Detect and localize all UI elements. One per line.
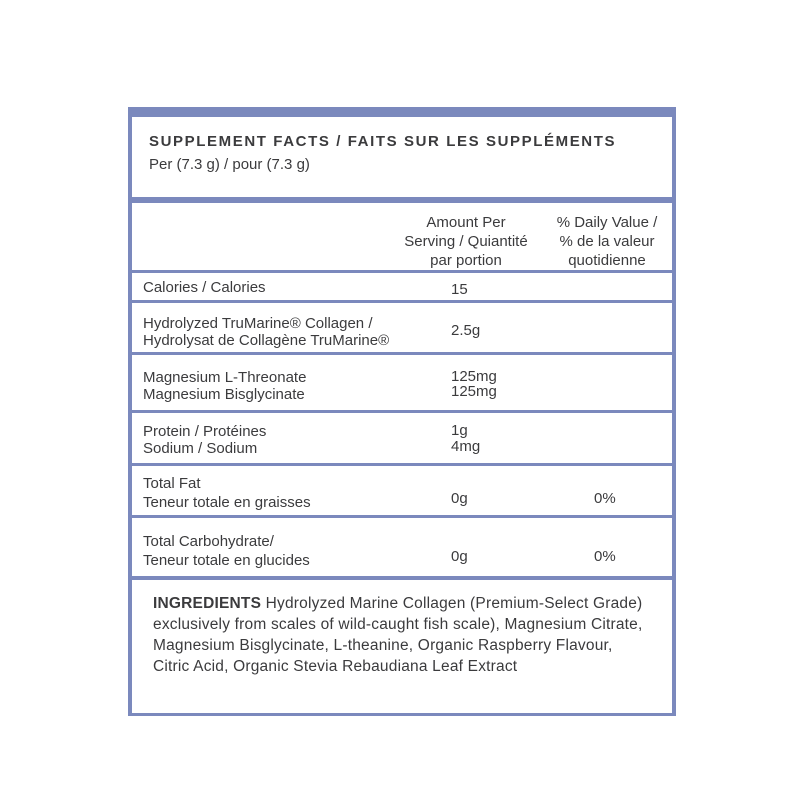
ingredients-label: INGREDIENTS (153, 595, 262, 612)
header-line: % de la valeur (559, 233, 655, 250)
daily-value: 0% (594, 548, 616, 565)
divider (132, 463, 672, 466)
name-line: Hydrolysat de Collagène TruMarine® (143, 332, 390, 349)
nutrient-name: Protein / Protéines Sodium / Sodium (143, 423, 266, 457)
nutrient-name: Total Fat Teneur totale en graisses (143, 474, 311, 512)
divider (132, 352, 672, 355)
name-line: Total Fat (143, 475, 201, 492)
name-line: Magnesium L-Threonate (143, 369, 307, 386)
amount-column-header: Amount Per Serving / Quiantité par porti… (382, 213, 550, 270)
header-line: quotidienne (568, 252, 646, 269)
panel-title: SUPPLEMENT FACTS / FAITS SUR LES SUPPLÉM… (149, 133, 617, 150)
nutrient-amount: 2.5g (451, 322, 481, 339)
nutrient-name: Hydrolyzed TruMarine® Collagen / Hydrolys… (143, 315, 389, 349)
divider (132, 197, 672, 203)
amount-line: 125mg (451, 368, 497, 385)
name-line: Teneur totale en glucides (143, 552, 310, 569)
name-line: Sodium / Sodium (143, 440, 258, 457)
divider (132, 576, 672, 580)
nutrient-amount: 15 (451, 281, 468, 298)
nutrient-amount: 1g 4mg (451, 423, 480, 455)
serving-size: Per (7.3 g) / pour (7.3 g) (149, 156, 310, 173)
nutrient-name: Total Carbohydrate/Teneur totale en gluc… (143, 532, 310, 570)
name-line: Hydrolyzed TruMarine® Collagen / (143, 315, 373, 332)
ingredients-text: Hydrolyzed Marine Collagen (Premium-Sele… (153, 595, 643, 675)
divider (132, 270, 672, 273)
divider (132, 515, 672, 518)
nutrient-name: Magnesium L-Threonate Magnesium Bisglycin… (143, 369, 306, 403)
header-line: Amount Per (426, 214, 506, 231)
supplement-facts-panel: SUPPLEMENT FACTS / FAITS SUR LES SUPPLÉM… (128, 107, 676, 716)
amount-line: 4mg (451, 438, 481, 455)
nutrient-amount: 0g (451, 490, 468, 507)
header-line: par portion (430, 252, 502, 269)
nutrient-amount: 125mg 125mg (451, 369, 497, 399)
nutrient-name: Calories / Calories (143, 279, 266, 296)
divider (132, 300, 672, 303)
name-line: Magnesium Bisglycinate (143, 386, 305, 403)
daily-value: 0% (594, 490, 616, 507)
divider (132, 410, 672, 413)
name-line: Protein / Protéines (143, 423, 267, 440)
ingredients: INGREDIENTS Hydrolyzed Marine Collagen (… (153, 593, 653, 677)
amount-line: 125mg (451, 383, 497, 400)
header-line: % Daily Value / (556, 214, 658, 231)
nutrient-amount: 0g (451, 548, 468, 565)
name-line: Total Carbohydrate/ (143, 533, 274, 550)
header-line: Serving / Quiantité (404, 233, 528, 250)
amount-line: 1g (451, 422, 468, 439)
name-line: Teneur totale en graisses (143, 494, 311, 511)
daily-value-column-header: % Daily Value / % de la valeur quotidien… (537, 213, 677, 270)
